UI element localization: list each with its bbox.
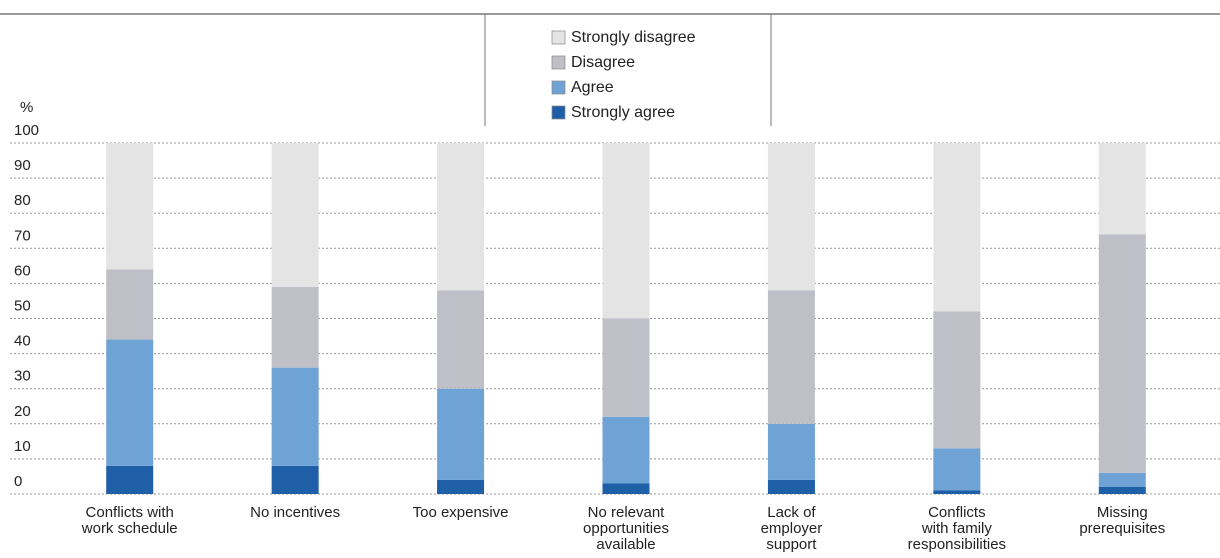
y-tick-label: 100 <box>14 122 39 139</box>
legend-label: Agree <box>571 79 614 96</box>
legend-label: Disagree <box>571 54 635 71</box>
bar-segment <box>271 286 319 368</box>
bar-segment <box>106 339 154 466</box>
legend-label: Strongly disagree <box>571 29 696 46</box>
x-tick-label: work schedule <box>81 520 178 537</box>
x-tick-label: Conflicts <box>928 504 986 521</box>
bar-segment <box>767 479 815 494</box>
legend-swatch <box>551 80 566 95</box>
bar-segment <box>602 143 650 319</box>
x-tick-label: employer <box>761 520 823 537</box>
y-tick-label: 0 <box>14 473 22 490</box>
bar-segment <box>1098 486 1146 494</box>
y-tick-label: 30 <box>14 368 31 385</box>
y-tick-label: 80 <box>14 192 31 209</box>
bar-segment <box>106 143 154 270</box>
bar-segment <box>933 143 981 312</box>
bar-segment <box>271 465 319 494</box>
x-tick-label: opportunities <box>583 520 669 537</box>
bar-segment <box>1098 234 1146 473</box>
bar-segment <box>1098 143 1146 235</box>
bar-segment <box>437 479 485 494</box>
bar-segment <box>933 448 981 491</box>
legend-swatch <box>551 55 566 70</box>
x-tick-label: available <box>596 536 655 553</box>
x-tick-label: responsibilities <box>908 536 1006 553</box>
bar-segment <box>106 269 154 340</box>
bar-segment <box>602 416 650 484</box>
x-tick-label: support <box>766 536 817 553</box>
bar-segment <box>602 318 650 417</box>
bar-segment <box>767 423 815 480</box>
y-tick-label: 50 <box>14 297 31 314</box>
x-tick-label: No relevant <box>588 504 666 521</box>
bar-segment <box>437 290 485 389</box>
y-tick-label: 70 <box>14 227 31 244</box>
bar-segment <box>271 367 319 466</box>
bar-segment <box>767 290 815 424</box>
y-tick-label: 90 <box>14 157 31 174</box>
bar-segment <box>602 483 650 494</box>
bar-segment <box>933 490 981 494</box>
x-tick-label: Conflicts with <box>86 504 174 521</box>
x-tick-label: with family <box>921 520 993 537</box>
bar-segment <box>933 311 981 449</box>
bar-segment <box>437 388 485 480</box>
y-tick-label: 20 <box>14 403 31 420</box>
legend-swatch <box>551 30 566 45</box>
legend-swatch <box>551 105 566 120</box>
bar-segment <box>106 465 154 494</box>
x-tick-label: Too expensive <box>413 504 509 521</box>
x-tick-label: prerequisites <box>1079 520 1165 537</box>
y-tick-label: 60 <box>14 262 31 279</box>
y-tick-label: 10 <box>14 438 31 455</box>
legend-label: Strongly agree <box>571 104 675 121</box>
bar-segment <box>1098 472 1146 487</box>
y-tick-label: 40 <box>14 333 31 350</box>
x-tick-label: No incentives <box>250 504 340 521</box>
bar-segment <box>437 143 485 291</box>
bar-segment <box>271 143 319 287</box>
x-tick-label: Lack of <box>767 504 816 521</box>
x-tick-label: Missing <box>1097 504 1148 521</box>
y-axis-label: % <box>20 99 33 116</box>
bar-segment <box>767 143 815 291</box>
